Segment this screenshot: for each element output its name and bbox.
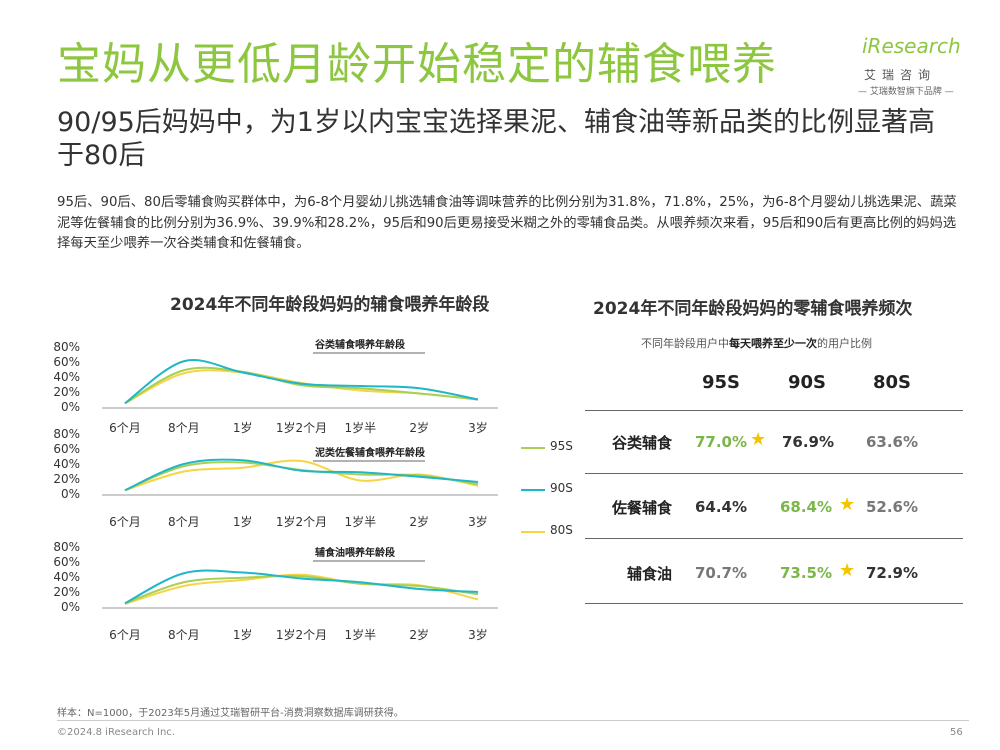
logo-tagline: — 艾瑞数智旗下品牌 —	[858, 87, 954, 97]
page-number: 56	[950, 727, 963, 738]
x-tick-label: 8个月	[168, 628, 200, 642]
star-icon: ★	[750, 429, 767, 450]
x-tick-label: 6个月	[109, 628, 141, 642]
y-tick-label: 20%	[53, 472, 80, 486]
x-tick-label: 1岁	[233, 627, 253, 642]
x-tick-label: 1岁	[233, 514, 253, 529]
panel-label: 辅食油喂养年龄段	[315, 546, 395, 559]
legend-95s-label: 95S	[550, 439, 573, 453]
x-tick-label: 8个月	[168, 421, 200, 435]
page-title: 宝妈从更低月龄开始稳定的辅食喂养	[57, 39, 777, 90]
intro-paragraph: 95后、90后、80后零辅食购买群体中，为6-8个月婴幼儿挑选辅食油等调味营养的…	[57, 195, 957, 251]
y-tick-label: 0%	[61, 600, 80, 614]
cell-side-90s: 68.4%	[779, 498, 833, 516]
col-head-95s: 95S	[701, 372, 740, 393]
y-tick-label: 0%	[61, 487, 80, 501]
cell-side-95s: 64.4%	[694, 498, 748, 516]
footer-note: 样本：N=1000，于2023年5月通过艾瑞智研平台-消费洞察数据库调研获得。	[57, 708, 404, 719]
y-tick-label: 20%	[53, 585, 80, 599]
x-tick-label: 3岁	[468, 420, 488, 435]
y-tick-label: 60%	[53, 355, 80, 369]
subtitle-suffix: 的用户比例	[817, 337, 872, 350]
footer-divider	[57, 720, 969, 721]
y-tick-label: 20%	[53, 385, 80, 399]
table-divider	[585, 603, 963, 604]
series-line-95s	[124, 366, 479, 405]
x-tick-label: 1岁半	[345, 514, 377, 529]
subtitle-prefix: 不同年龄段用户中	[641, 337, 729, 350]
row-label-oil: 辅食油	[626, 565, 672, 583]
right-table-title: 2024年不同年龄段妈妈的零辅食喂养频次	[593, 299, 913, 319]
y-tick-label: 80%	[53, 340, 80, 354]
col-head-90s: 90S	[787, 372, 826, 393]
x-tick-label: 1岁半	[345, 627, 377, 642]
x-tick-label: 6个月	[109, 421, 141, 435]
copyright: ©2024.8 iResearch Inc.	[57, 727, 175, 738]
legend-80s-line	[521, 531, 545, 533]
legend-95s-line	[521, 447, 545, 449]
x-tick-label: 8个月	[168, 515, 200, 529]
left-chart-title: 2024年不同年龄段妈妈的辅食喂养年龄段	[170, 295, 490, 315]
legend-90s-label: 90S	[550, 481, 573, 495]
table-divider	[585, 410, 963, 411]
logo-cn: 艾瑞咨询	[864, 68, 937, 82]
y-tick-label: 60%	[53, 442, 80, 456]
y-tick-label: 40%	[53, 570, 80, 584]
series-line-90s	[124, 359, 479, 405]
panel-label: 谷类辅食喂养年龄段	[315, 338, 405, 351]
y-tick-label: 40%	[53, 457, 80, 471]
x-tick-label: 2岁	[409, 627, 429, 642]
star-icon: ★	[839, 494, 856, 515]
y-tick-label: 80%	[53, 427, 80, 441]
series-line-80s	[124, 369, 479, 405]
series-line-95s	[124, 574, 479, 605]
series-line-90s	[124, 569, 479, 605]
y-tick-label: 40%	[53, 370, 80, 384]
page-subtitle: 90/95后妈妈中，为1岁以内宝宝选择果泥、辅食油等新品类的比例显著高于80后	[57, 107, 935, 171]
iresearch-logo: iResearch 艾瑞咨询 — 艾瑞数智旗下品牌 —	[858, 32, 970, 104]
x-tick-label: 1岁2个月	[276, 627, 327, 642]
cell-grain-95s: 77.0%	[694, 433, 748, 451]
logo-brand: iResearch	[862, 34, 961, 58]
cell-grain-80s: 63.6%	[865, 433, 919, 451]
x-tick-label: 3岁	[468, 627, 488, 642]
cell-oil-90s: 73.5%	[779, 564, 833, 582]
series-line-90s	[124, 458, 479, 492]
cell-grain-90s: 76.9%	[781, 433, 835, 451]
cell-side-80s: 52.6%	[865, 498, 919, 516]
panel-label: 泥类佐餐辅食喂养年龄段	[315, 446, 425, 459]
y-tick-label: 60%	[53, 555, 80, 569]
subtitle-bold: 每天喂养至少一次	[729, 337, 817, 350]
x-tick-label: 1岁半	[345, 420, 377, 435]
col-head-80s: 80S	[872, 372, 911, 393]
cell-oil-80s: 72.9%	[865, 564, 919, 582]
table-divider	[585, 538, 963, 539]
x-tick-label: 6个月	[109, 515, 141, 529]
right-table-subtitle: 不同年龄段用户中每天喂养至少一次的用户比例	[641, 335, 872, 351]
star-icon: ★	[839, 560, 856, 581]
y-tick-label: 80%	[53, 540, 80, 554]
x-tick-label: 3岁	[468, 514, 488, 529]
legend-90s-line	[521, 489, 545, 491]
cell-oil-95s: 70.7%	[694, 564, 748, 582]
x-tick-label: 1岁2个月	[276, 514, 327, 529]
row-label-grain: 谷类辅食	[611, 434, 672, 452]
legend-80s-label: 80S	[550, 523, 573, 537]
table-divider	[585, 473, 963, 474]
row-label-side: 佐餐辅食	[611, 499, 672, 517]
x-tick-label: 1岁2个月	[276, 420, 327, 435]
x-tick-label: 1岁	[233, 420, 253, 435]
x-tick-label: 2岁	[409, 420, 429, 435]
y-tick-label: 0%	[61, 400, 80, 414]
x-tick-label: 2岁	[409, 514, 429, 529]
